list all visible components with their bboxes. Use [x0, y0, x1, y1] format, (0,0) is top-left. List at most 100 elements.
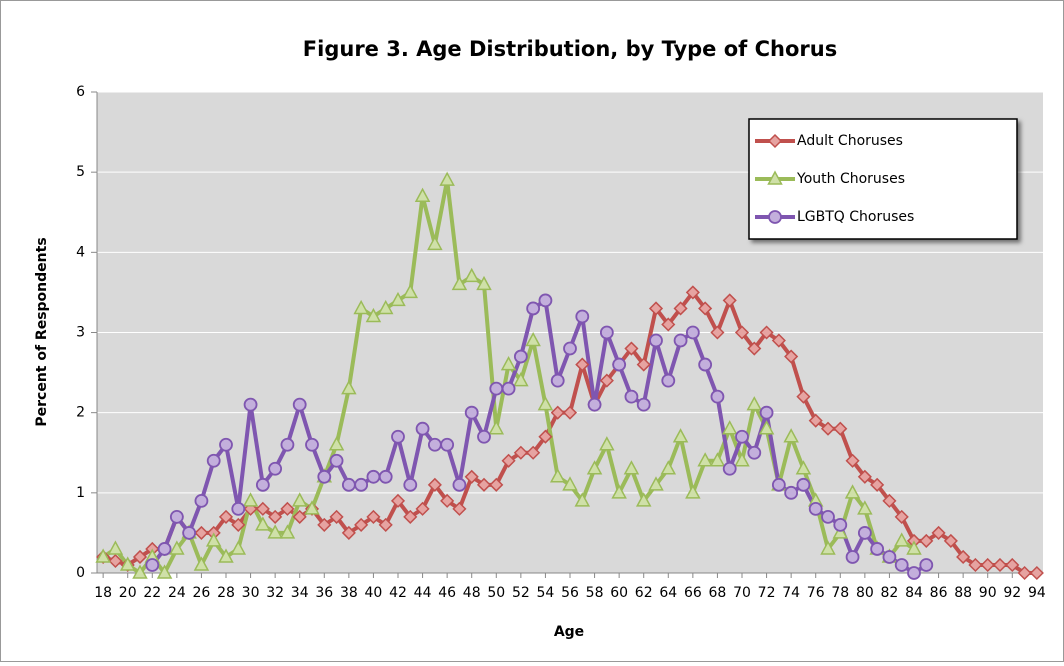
marker [365, 307, 382, 323]
marker [660, 460, 677, 475]
x-tick-label: 34 [291, 585, 309, 601]
marker [624, 389, 639, 404]
marker [268, 509, 283, 524]
marker [451, 275, 468, 291]
marker [992, 557, 1008, 573]
marker [795, 460, 812, 475]
marker [501, 381, 516, 396]
marker [414, 187, 431, 202]
marker [119, 556, 136, 571]
marker [587, 397, 602, 412]
marker [796, 477, 811, 492]
marker [894, 509, 909, 524]
marker [575, 309, 590, 324]
marker [722, 461, 737, 476]
marker [182, 526, 197, 540]
marker [1029, 565, 1044, 581]
marker [956, 549, 971, 565]
marker [194, 525, 209, 540]
marker [623, 460, 640, 475]
marker [415, 421, 430, 436]
marker [291, 492, 308, 507]
marker [907, 566, 921, 580]
marker [759, 325, 774, 340]
x-tick-label: 94 [1028, 585, 1046, 601]
marker [599, 325, 614, 340]
y-tick-label: 1 [76, 485, 85, 501]
x-tick-label: 24 [168, 585, 186, 601]
marker [169, 540, 185, 555]
marker [661, 373, 676, 388]
marker [513, 372, 529, 387]
marker [206, 453, 221, 468]
marker [906, 540, 922, 555]
marker [391, 429, 405, 444]
marker [440, 493, 455, 508]
marker [685, 325, 700, 340]
marker [808, 501, 823, 516]
marker [586, 460, 603, 475]
x-tick-label: 62 [635, 585, 653, 601]
marker [477, 429, 491, 444]
marker [403, 477, 418, 492]
x-tick-label: 28 [217, 585, 235, 601]
marker [218, 509, 234, 524]
x-tick-label: 46 [438, 585, 456, 601]
y-tick-label: 2 [76, 405, 85, 421]
marker [526, 445, 541, 460]
marker [550, 405, 565, 420]
x-tick-label: 92 [1003, 585, 1021, 601]
marker [710, 389, 725, 404]
marker [463, 267, 480, 283]
y-tick-label: 0 [76, 565, 85, 581]
chart-title: Figure 3. Age Distribution, by Type of C… [303, 37, 837, 61]
marker [464, 469, 479, 484]
y-tick-label: 5 [76, 164, 85, 180]
marker [735, 429, 749, 444]
y-tick-label: 3 [76, 325, 85, 341]
marker [415, 501, 430, 516]
marker [476, 477, 492, 492]
marker [317, 469, 332, 484]
x-tick-label: 64 [659, 585, 677, 601]
marker [243, 397, 258, 412]
x-tick-label: 72 [758, 585, 776, 601]
marker [378, 469, 393, 484]
marker [870, 477, 885, 492]
marker [218, 548, 234, 563]
marker [378, 517, 393, 532]
marker [280, 501, 295, 516]
marker [768, 210, 782, 224]
marker [894, 558, 909, 572]
marker [132, 564, 148, 579]
marker [648, 301, 664, 316]
marker [734, 452, 750, 467]
marker [501, 453, 516, 468]
marker [820, 421, 836, 436]
marker [882, 493, 897, 508]
x-tick-label: 22 [143, 585, 161, 601]
x-tick-label: 26 [193, 585, 211, 601]
marker [292, 397, 307, 412]
marker [538, 293, 553, 308]
marker [673, 333, 688, 348]
marker [1005, 557, 1020, 573]
series-line [150, 298, 928, 575]
x-tick-label: 56 [561, 585, 579, 601]
marker [767, 170, 783, 185]
marker [685, 285, 700, 300]
x-tick-label: 84 [905, 585, 923, 601]
marker [526, 301, 541, 316]
marker [304, 500, 320, 515]
marker [821, 509, 835, 524]
marker [722, 293, 737, 308]
marker [635, 492, 652, 507]
marker [377, 299, 394, 315]
x-tick-label: 36 [315, 585, 333, 601]
marker [390, 493, 406, 508]
x-tick-label: 60 [610, 585, 628, 601]
marker [968, 557, 983, 573]
marker [488, 420, 505, 435]
marker [784, 349, 799, 364]
marker [734, 325, 750, 340]
